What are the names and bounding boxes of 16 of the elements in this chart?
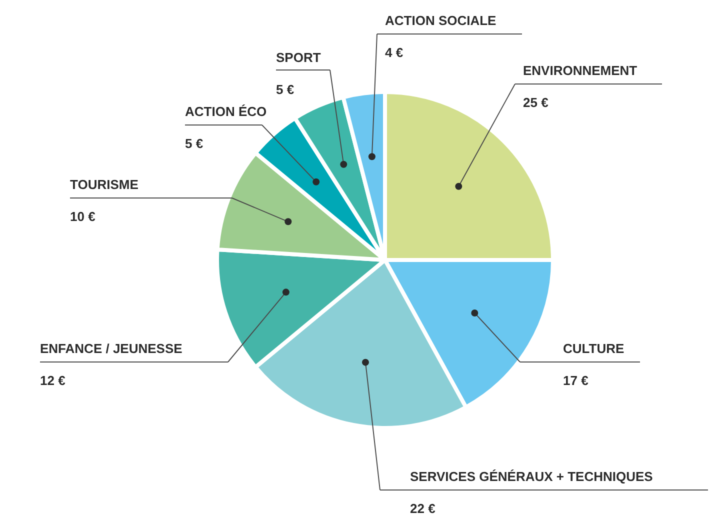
slice-label: SPORT [276, 50, 321, 65]
data-label: 25 € [523, 95, 548, 110]
data-label: 5 € [185, 136, 204, 151]
slice-label: ACTION SOCIALE [385, 13, 497, 28]
slice-label: ENVIRONNEMENT [523, 63, 638, 78]
slice-label: CULTURE [563, 341, 624, 356]
data-label: 5 € [276, 82, 294, 97]
slice-label: TOURISME [70, 177, 139, 192]
data-label: 4 € [385, 45, 404, 60]
data-label: 10 € [70, 209, 96, 224]
slice-label: ENFANCE / JEUNESSE [40, 341, 183, 356]
data-label: 22 € [410, 501, 436, 516]
data-label: 17 € [563, 373, 588, 388]
data-label: 12 € [40, 373, 66, 388]
slice-label: ACTION ÉCO [185, 104, 267, 119]
slice-label: SERVICES GÉNÉRAUX + TECHNIQUES [410, 469, 654, 484]
